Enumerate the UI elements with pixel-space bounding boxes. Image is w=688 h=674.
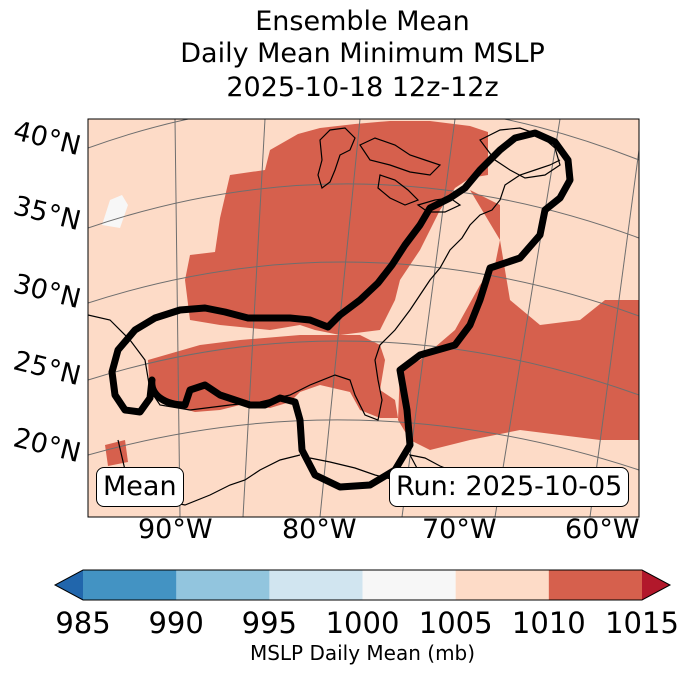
colorbar-segment-1000-1005 (362, 570, 457, 600)
mslp-1010-1015-gulf (148, 335, 398, 418)
colorbar-extend-under (55, 570, 83, 600)
colorbar-tick-1015: 1015 (605, 606, 679, 640)
colorbar-outline (53, 569, 672, 601)
colorbar-segment-990-995 (176, 570, 270, 600)
title-line-3: 2025-10-18 12z-12z (226, 72, 499, 103)
graticule (88, 119, 639, 517)
map-frame (87, 118, 640, 518)
lon-label-90w: 90°W (138, 514, 213, 545)
mslp-1000-1005-patch (102, 195, 128, 228)
colorbar-extend-over (642, 570, 670, 600)
colorbar-segment-995-1000 (269, 570, 363, 600)
lon-label-60w: 60°W (565, 514, 640, 545)
colorbar-label: MSLP Daily Mean (mb) (249, 641, 476, 665)
mslp-1010-1015-atlantic (398, 190, 639, 450)
colorbar-tick-985: 985 (55, 606, 111, 640)
title-line-2: Daily Mean Minimum MSLP (180, 38, 545, 69)
colorbar-tick-990: 990 (148, 606, 204, 640)
colorbar-segment-1010-1015 (548, 570, 643, 600)
run-label-box: Run: 2025-10-05 (389, 467, 630, 507)
lon-label-80w: 80°W (282, 514, 357, 545)
colorbar-tick-995: 995 (241, 606, 297, 640)
title-line-1: Ensemble Mean (255, 6, 470, 37)
colorbar-tick-1010: 1010 (511, 606, 586, 640)
colorbar-segment-1005-1010 (455, 570, 550, 600)
mslp-contour-outline (108, 129, 574, 491)
lon-label-70w: 70°W (422, 514, 497, 545)
colorbar-tick-1000: 1000 (325, 606, 400, 640)
colorbar-segment-985-990 (83, 570, 177, 600)
stat-label-box: Mean (96, 467, 184, 507)
mslp-1010-1015-region (185, 121, 488, 335)
colorbar-tick-1005: 1005 (418, 606, 493, 640)
